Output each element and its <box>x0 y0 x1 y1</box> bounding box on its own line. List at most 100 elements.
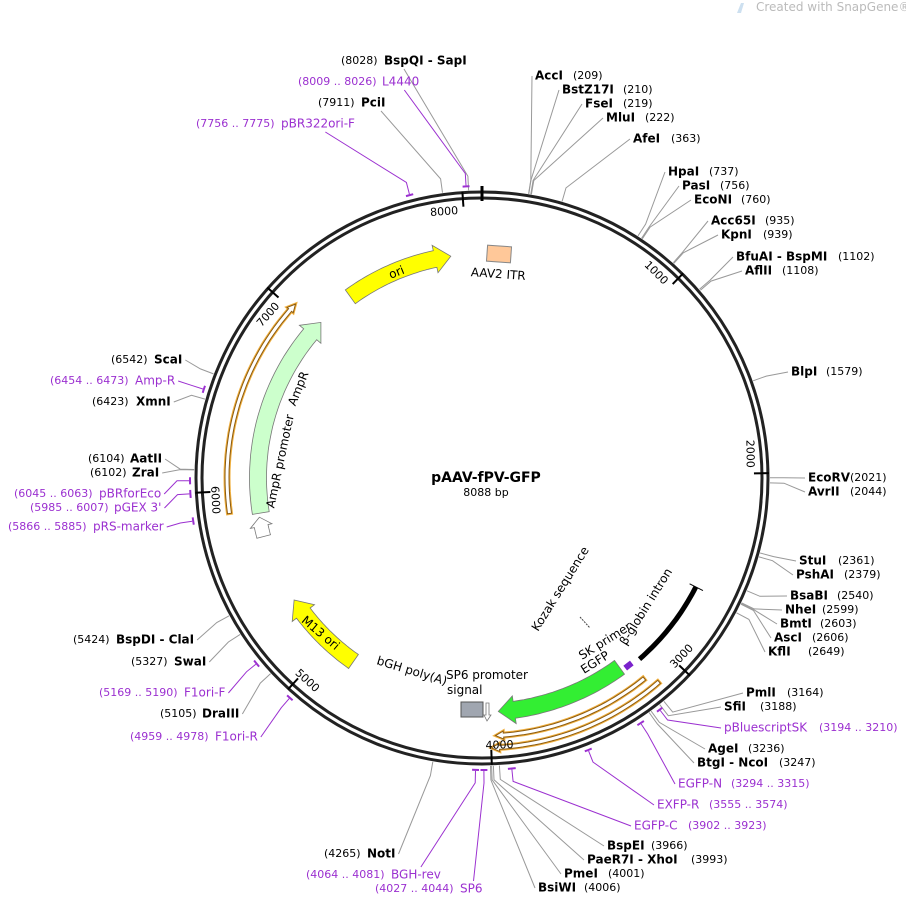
enzyme-site: (2379) <box>844 568 881 581</box>
leader-line <box>753 372 788 381</box>
watermark: Created with SnapGene® <box>756 0 906 14</box>
feature-box <box>461 702 483 717</box>
enzyme-name: NotI <box>367 847 396 861</box>
enzyme-name: BspQI - SapI <box>384 54 467 68</box>
leader-line <box>178 381 203 389</box>
enzyme-name: Acc65I <box>711 214 756 228</box>
leader-line <box>674 235 718 263</box>
tick-label: 1000 <box>642 258 671 287</box>
enzyme-site: (1102) <box>838 250 875 263</box>
primer-name: pBluescriptSK <box>724 721 808 735</box>
enzyme-name: BstZ17I <box>562 83 614 97</box>
leader-line <box>421 771 476 867</box>
enzyme-site: (3966) <box>651 839 688 852</box>
primer-name: EGFP-C <box>634 819 677 833</box>
primer-site <box>585 749 592 752</box>
leader-line <box>325 132 409 194</box>
primer-site <box>254 661 259 667</box>
tick-mark <box>195 492 210 493</box>
enzyme-site: (6102) <box>90 466 127 479</box>
enzyme-name: ScaI <box>154 353 182 367</box>
primer-name: SP6 <box>460 882 483 896</box>
enzyme-site: (4006) <box>584 881 621 894</box>
primer-site-label: (5866 .. 5885) <box>8 520 87 533</box>
enzyme-site: (3164) <box>787 686 824 699</box>
enzyme-name: XmnI <box>136 395 171 409</box>
feature-label: bGH poly(A) <box>375 653 449 688</box>
enzyme-site: (4265) <box>324 847 361 860</box>
primer-name: pGEX 3' <box>114 501 161 515</box>
feature-arrow <box>250 517 272 538</box>
kozak-mark <box>580 617 590 628</box>
leader-line <box>660 711 721 729</box>
feature-bar <box>625 663 632 668</box>
plasmid-size: 8088 bp <box>463 486 508 499</box>
enzyme-name: AfeI <box>633 132 660 146</box>
primer-site <box>193 517 194 524</box>
leader-line <box>197 616 229 640</box>
leader-line <box>651 711 705 749</box>
enzyme-name: EcoRV <box>808 471 851 485</box>
leader-line <box>529 90 559 194</box>
enzyme-site: (939) <box>763 228 793 241</box>
enzyme-name: FseI <box>585 97 613 111</box>
enzyme-name: MluI <box>606 111 635 125</box>
tick-label: 8000 <box>430 204 459 219</box>
primer-site-label: (3194 .. 3210) <box>819 721 898 734</box>
primer-site-label: (3555 .. 3574) <box>709 798 788 811</box>
enzyme-site: (5327) <box>131 655 168 668</box>
enzyme-name: SfiI <box>724 700 746 714</box>
enzyme-name: NheI <box>785 603 816 617</box>
enzyme-name: BmtI <box>780 617 812 631</box>
primer-site-label: (4959 .. 4978) <box>130 730 209 743</box>
enzyme-site: (2540) <box>837 589 874 602</box>
leader-line <box>531 104 582 194</box>
enzyme-name: EcoNI <box>694 193 732 207</box>
leader-line <box>185 360 213 374</box>
enzyme-site: (3247) <box>779 756 816 769</box>
feature-label: AAV2 ITR <box>470 265 526 283</box>
enzyme-name: BfuAI - BspMI <box>736 250 827 264</box>
tick-mark <box>462 192 463 207</box>
enzyme-name: BsiWI <box>538 881 576 895</box>
enzyme-name: AatII <box>130 452 162 466</box>
leader-line <box>760 553 796 561</box>
enzyme-site: (8028) <box>341 54 378 67</box>
enzyme-name: PmeI <box>564 867 598 881</box>
primer-site <box>508 768 516 769</box>
enzyme-name: BlpI <box>791 365 817 379</box>
leader-line <box>474 771 485 881</box>
leader-line <box>529 76 532 194</box>
primer-site-label: (3902 .. 3923) <box>688 819 767 832</box>
leader-line <box>399 762 433 854</box>
leader-line <box>700 271 742 290</box>
leader-line <box>162 470 194 473</box>
leader-line <box>165 459 194 470</box>
enzyme-site: (3188) <box>760 700 797 713</box>
leader-line <box>242 674 270 714</box>
primer-name: pRS-marker <box>93 520 164 534</box>
primer-site-label: (4064 .. 4081) <box>306 868 385 881</box>
enzyme-site: (2649) <box>808 645 845 658</box>
enzyme-site: (2603) <box>820 617 857 630</box>
enzyme-site: (3993) <box>691 853 728 866</box>
leader-line <box>737 613 766 652</box>
leader-line <box>261 699 289 737</box>
enzyme-name: PaeR7I - XhoI <box>587 853 678 867</box>
enzyme-site: (760) <box>741 193 771 206</box>
logo <box>737 3 744 13</box>
enzyme-site: (756) <box>720 179 750 192</box>
leader-line <box>174 395 205 402</box>
primer-name: pBR322ori-F <box>281 117 355 131</box>
tick-mark <box>491 750 492 765</box>
leader-line <box>164 481 189 494</box>
primer-site <box>190 490 191 498</box>
leader-line <box>642 200 691 239</box>
enzyme-site: (935) <box>765 214 795 227</box>
leader-line <box>381 111 443 193</box>
primer-site <box>637 721 644 725</box>
primer-site-label: (6045 .. 6063) <box>14 487 93 500</box>
primer-site <box>406 194 413 196</box>
